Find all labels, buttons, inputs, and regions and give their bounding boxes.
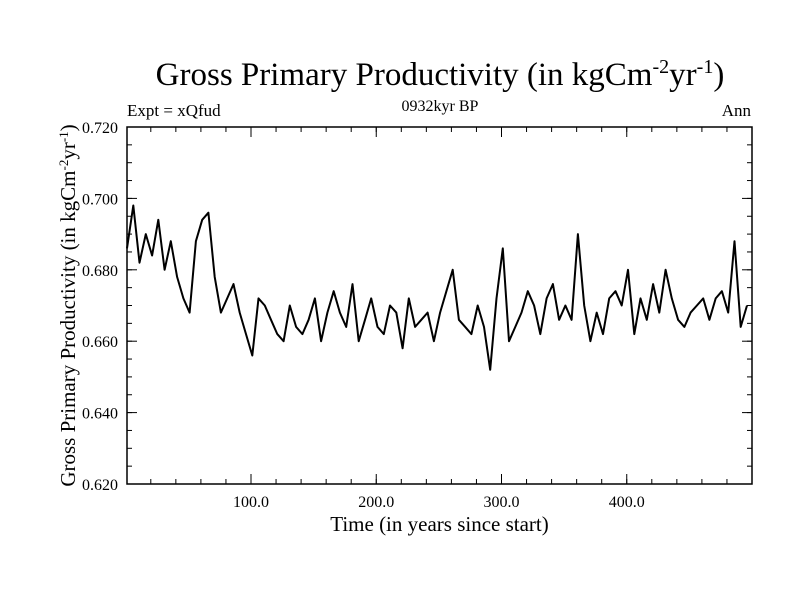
x-tick-label: 400.0 <box>609 494 645 511</box>
x-tick-labels: 100.0 200.0 300.0 400.0 <box>233 494 645 511</box>
y-tick-label: 0.700 <box>82 191 118 208</box>
y-tick-label: 0.660 <box>82 334 118 351</box>
y-tick-label: 0.720 <box>82 120 118 137</box>
y-tick-label: 0.620 <box>82 477 118 494</box>
plot-frame <box>126 126 753 485</box>
y-tick-label: 0.640 <box>82 406 118 423</box>
experiment-label: Expt = xQfud <box>127 101 221 120</box>
x-axis-label: Time (in years since start) <box>330 512 549 536</box>
y-axis-label: Gross Primary Productivity (in kgCm-2yr-… <box>56 124 81 486</box>
season-label: Ann <box>721 101 751 120</box>
chart-title: Gross Primary Productivity (in kgCm-2yr-… <box>155 56 725 93</box>
gpp-series-line <box>126 204 748 371</box>
x-tick-label: 300.0 <box>483 494 519 511</box>
x-tick-label: 100.0 <box>233 494 269 511</box>
x-tick-label: 200.0 <box>358 494 394 511</box>
period-label: 0932kyr BP <box>401 98 479 115</box>
y-tick-label: 0.680 <box>82 263 118 280</box>
y-tick-labels: 0.620 0.640 0.660 0.680 0.700 0.720 <box>82 120 118 494</box>
